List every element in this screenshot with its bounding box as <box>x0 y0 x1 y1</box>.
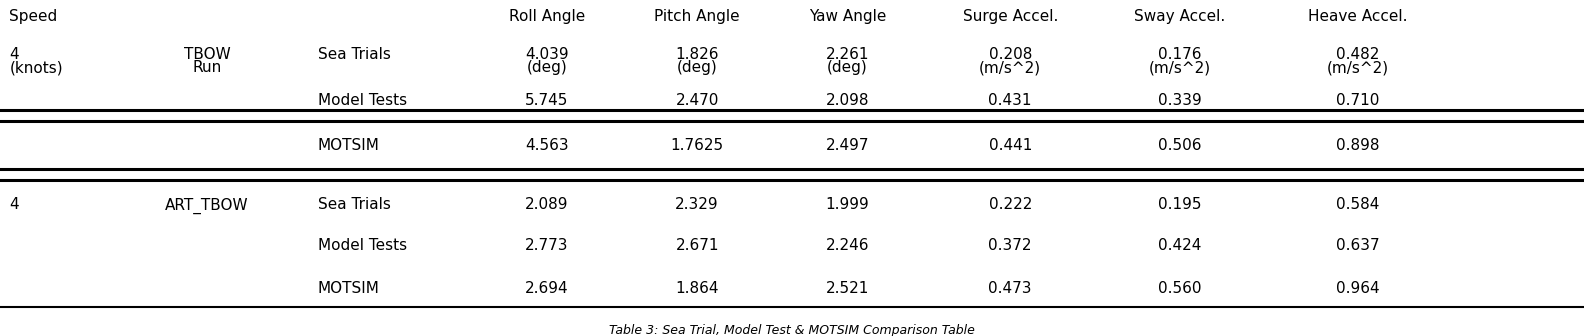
Text: Pitch Angle: Pitch Angle <box>654 9 740 25</box>
Text: Sway Accel.: Sway Accel. <box>1134 9 1224 25</box>
Text: 2.261: 2.261 <box>825 47 870 62</box>
Text: 2.246: 2.246 <box>825 238 870 253</box>
Text: Heave Accel.: Heave Accel. <box>1308 9 1408 25</box>
Text: 2.694: 2.694 <box>526 281 569 296</box>
Text: 1.999: 1.999 <box>825 197 870 212</box>
Text: 0.898: 0.898 <box>1337 138 1380 153</box>
Text: 0.208: 0.208 <box>988 47 1031 62</box>
Text: Model Tests: Model Tests <box>318 93 407 108</box>
Text: 0.482: 0.482 <box>1337 47 1380 62</box>
Text: 0.964: 0.964 <box>1337 281 1380 296</box>
Text: 0.424: 0.424 <box>1158 238 1201 253</box>
Text: 0.473: 0.473 <box>988 281 1031 296</box>
Text: 0.710: 0.710 <box>1337 93 1380 108</box>
Text: Model Tests: Model Tests <box>318 238 407 253</box>
Text: Table 3: Sea Trial, Model Test & MOTSIM Comparison Table: Table 3: Sea Trial, Model Test & MOTSIM … <box>610 324 974 336</box>
Text: 5.745: 5.745 <box>526 93 569 108</box>
Text: 0.441: 0.441 <box>988 138 1031 153</box>
Text: 1.826: 1.826 <box>675 47 719 62</box>
Text: (deg): (deg) <box>827 60 868 76</box>
Text: 0.584: 0.584 <box>1337 197 1380 212</box>
Text: 0.431: 0.431 <box>988 93 1031 108</box>
Text: Speed: Speed <box>10 9 57 25</box>
Text: 2.497: 2.497 <box>825 138 870 153</box>
Text: 0.222: 0.222 <box>988 197 1031 212</box>
Text: 2.521: 2.521 <box>825 281 870 296</box>
Text: 2.329: 2.329 <box>675 197 719 212</box>
Text: (knots): (knots) <box>10 60 63 76</box>
Text: 0.195: 0.195 <box>1158 197 1201 212</box>
Text: Run: Run <box>192 60 222 76</box>
Text: 1.7625: 1.7625 <box>670 138 724 153</box>
Text: 1.864: 1.864 <box>675 281 719 296</box>
Text: TBOW: TBOW <box>184 47 230 62</box>
Text: 0.560: 0.560 <box>1158 281 1201 296</box>
Text: Sea Trials: Sea Trials <box>318 197 391 212</box>
Text: 2.098: 2.098 <box>825 93 870 108</box>
Text: 2.089: 2.089 <box>526 197 569 212</box>
Text: 2.773: 2.773 <box>526 238 569 253</box>
Text: 4: 4 <box>10 47 19 62</box>
Text: 0.339: 0.339 <box>1158 93 1201 108</box>
Text: Surge Accel.: Surge Accel. <box>963 9 1058 25</box>
Text: ART_TBOW: ART_TBOW <box>165 197 249 214</box>
Text: 0.506: 0.506 <box>1158 138 1201 153</box>
Text: 0.176: 0.176 <box>1158 47 1201 62</box>
Text: 4.039: 4.039 <box>526 47 569 62</box>
Text: (deg): (deg) <box>526 60 567 76</box>
Text: MOTSIM: MOTSIM <box>318 281 380 296</box>
Text: MOTSIM: MOTSIM <box>318 138 380 153</box>
Text: (m/s^2): (m/s^2) <box>1148 60 1210 76</box>
Text: 2.470: 2.470 <box>675 93 719 108</box>
Text: (m/s^2): (m/s^2) <box>979 60 1041 76</box>
Text: 4: 4 <box>10 197 19 212</box>
Text: 0.372: 0.372 <box>988 238 1031 253</box>
Text: (m/s^2): (m/s^2) <box>1327 60 1389 76</box>
Text: 2.671: 2.671 <box>675 238 719 253</box>
Text: 4.563: 4.563 <box>526 138 569 153</box>
Text: Sea Trials: Sea Trials <box>318 47 391 62</box>
Text: Yaw Angle: Yaw Angle <box>809 9 885 25</box>
Text: 0.637: 0.637 <box>1337 238 1380 253</box>
Text: Roll Angle: Roll Angle <box>508 9 584 25</box>
Text: (deg): (deg) <box>676 60 718 76</box>
